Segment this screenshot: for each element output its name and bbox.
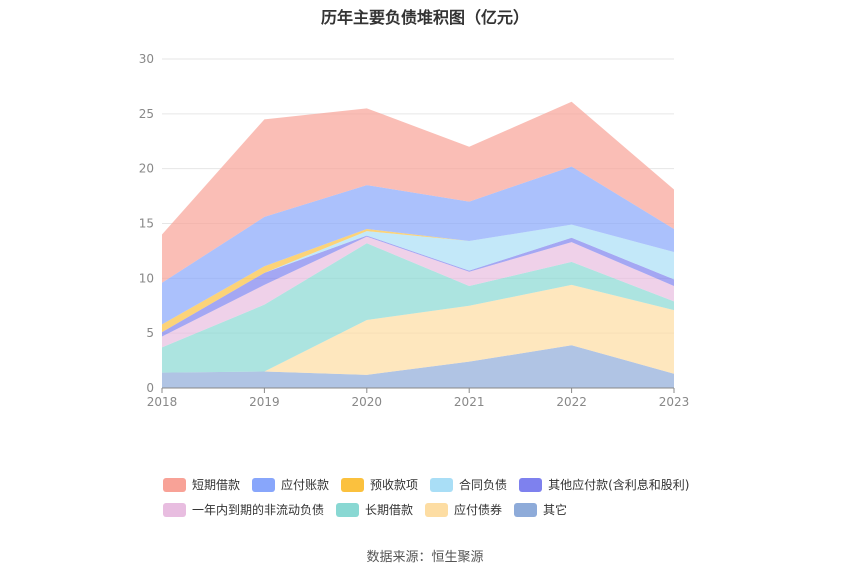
y-tick-label: 5 [146,326,154,340]
legend-label: 长期借款 [365,503,414,517]
legend-swatch [519,477,543,492]
legend-item[interactable]: 一年内到期的非流动负债 [163,501,324,518]
legend-swatch [514,502,538,517]
legend-label: 应付债券 [454,503,503,517]
legend-row-2: 一年内到期的非流动负债 长期借款 应付债券 其它 [163,497,783,522]
x-tick-label: 2019 [249,395,280,409]
area-series [162,224,674,333]
legend-swatch [425,502,449,517]
area-series [162,243,674,373]
legend-item[interactable]: 预收款项 [341,476,418,493]
legend-item[interactable]: 其它 [514,501,567,518]
legend-swatch [252,477,276,492]
legend-item[interactable]: 合同负债 [430,476,507,493]
legend-swatch [163,502,186,517]
y-tick-label: 0 [146,381,154,395]
legend-swatch [341,477,365,492]
data-source: 数据来源：恒生聚源 [366,550,484,565]
legend-label: 合同负债 [459,478,508,492]
y-tick-label: 25 [139,107,154,121]
legend-item[interactable]: 应付账款 [252,476,329,493]
area-series [162,284,674,375]
chart-title: 历年主要负债堆积图（亿元） [320,8,529,27]
stacked-area-chart: 0 5 10 15 20 25 30 2018 2019 2020 2021 2022 2023 [139,52,690,409]
legend-label: 其它 [543,503,568,517]
legend: 短期借款 应付账款 预收款项 合同负债 其他应付款(含利息和股利) 一年内到期的非流动负… [163,472,783,522]
area-series [162,166,674,325]
legend-label: 短期借款 [192,478,241,492]
area-series [162,345,674,388]
legend-label: 一年内到期的非流动负债 [192,503,325,517]
legend-label: 其他应付款(含利息和股利) [548,478,690,492]
legend-row-1: 短期借款 应付账款 预收款项 合同负债 其他应付款(含利息和股利) [163,472,783,497]
legend-item[interactable]: 长期借款 [336,501,413,518]
legend-swatch [336,502,360,517]
y-tick-label: 20 [139,162,154,176]
x-tick-label: 2018 [147,395,178,409]
x-tick-label: 2022 [556,395,587,409]
legend-item[interactable]: 应付债券 [425,501,502,518]
x-tick-label: 2023 [659,395,690,409]
legend-item[interactable]: 其他应付款(含利息和股利) [519,476,689,493]
legend-item[interactable]: 短期借款 [163,476,240,493]
legend-label: 预收款项 [370,478,419,492]
y-tick-label: 10 [139,271,154,285]
x-tick-label: 2020 [352,395,383,409]
area-series [162,101,674,283]
legend-swatch [163,477,186,492]
x-tick-label: 2021 [454,395,485,409]
y-tick-label: 15 [139,217,154,231]
y-tick-label: 30 [139,52,154,66]
legend-label: 应付账款 [281,478,330,492]
area-series [162,236,674,348]
legend-swatch [430,477,454,492]
